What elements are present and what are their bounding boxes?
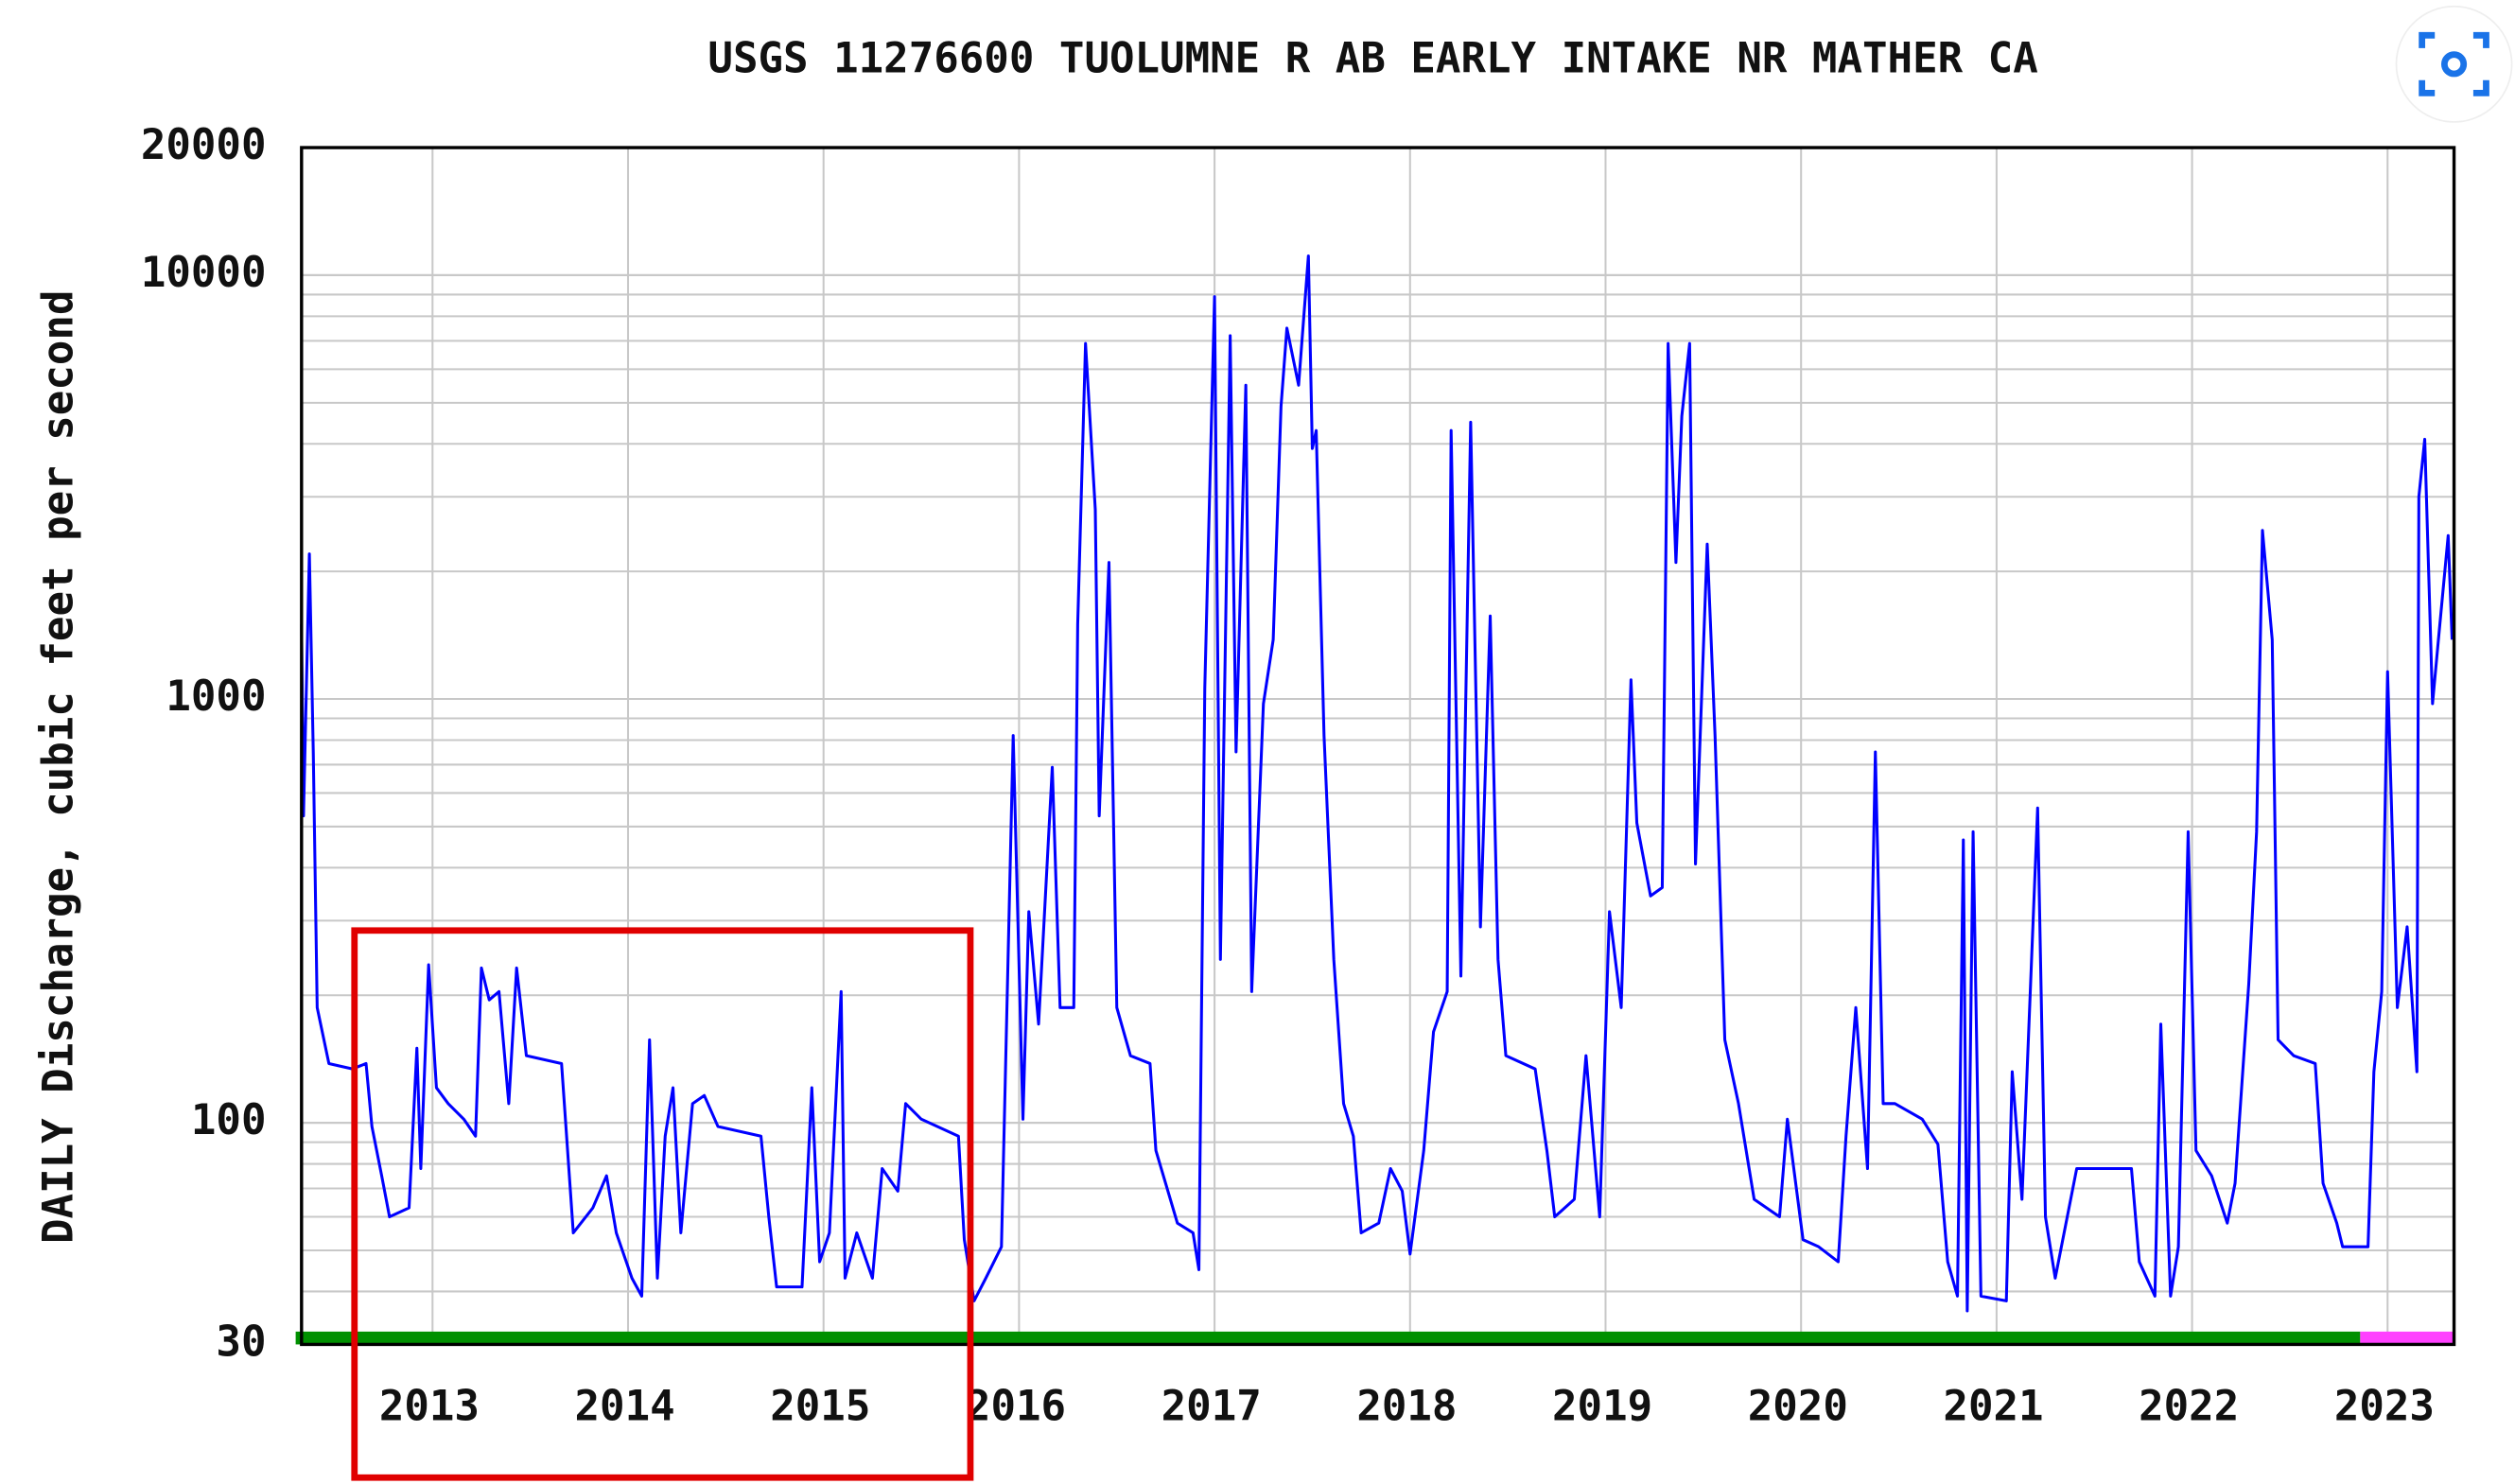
x-tick-label: 2016 xyxy=(966,1382,1066,1430)
x-tick-label: 2020 xyxy=(1748,1382,1848,1430)
icon-dot xyxy=(2440,51,2468,78)
icon-bg[interactable] xyxy=(2395,5,2513,123)
y-tick-label: 20000 xyxy=(141,121,267,169)
x-tick-label: 2021 xyxy=(1943,1382,2043,1430)
x-tick-label: 2022 xyxy=(2139,1382,2239,1430)
x-tick-label: 2014 xyxy=(575,1382,675,1430)
status-bar xyxy=(2360,1331,2454,1345)
chart-title: USGS 11276600 TUOLUMNE R AB EARLY INTAKE… xyxy=(707,34,2037,82)
x-tick-label: 2015 xyxy=(770,1382,870,1430)
highlight-box xyxy=(351,927,974,1481)
lens-icon[interactable] xyxy=(2395,5,2513,123)
status-bar xyxy=(295,1331,2361,1345)
data-line xyxy=(300,254,2454,1313)
x-tick-label: 2023 xyxy=(2334,1382,2435,1430)
x-tick-label: 2017 xyxy=(1161,1382,1262,1430)
x-tick-label: 2019 xyxy=(1552,1382,1652,1430)
y-tick-label: 10000 xyxy=(141,249,267,297)
icon-frame xyxy=(2419,31,2489,96)
y-tick-label: 100 xyxy=(191,1096,267,1144)
y-tick-label: 30 xyxy=(216,1318,266,1366)
y-axis-label: DAILY Discharge, cubic feet per second xyxy=(34,290,82,1245)
y-tick-label: 1000 xyxy=(166,672,266,721)
plot-frame xyxy=(300,146,2456,1347)
x-tick-label: 2018 xyxy=(1356,1382,1457,1430)
x-tick-label: 2013 xyxy=(379,1382,480,1430)
